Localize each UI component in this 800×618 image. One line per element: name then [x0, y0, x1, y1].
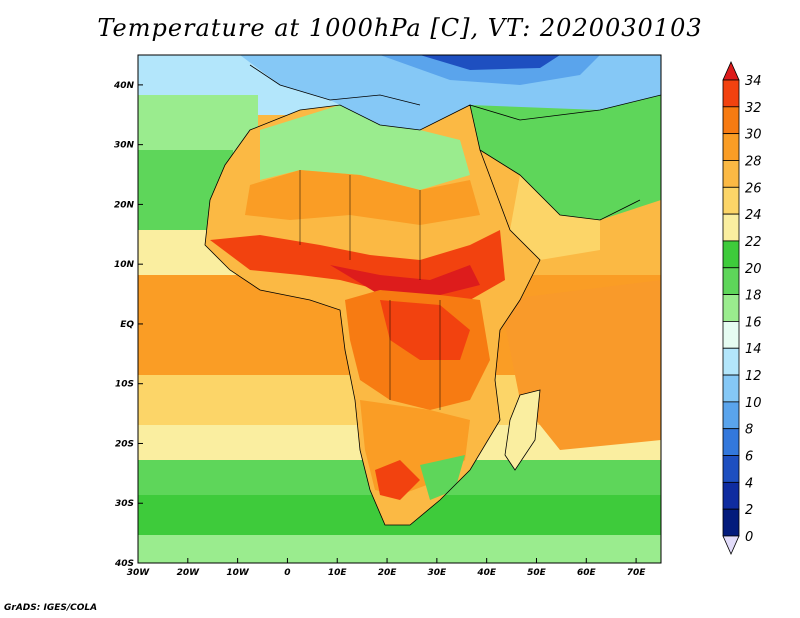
field-south-light	[138, 535, 661, 563]
y-tick-label: 10N	[114, 260, 135, 270]
x-tick-label: 70E	[627, 568, 647, 578]
colorbar-box	[722, 133, 740, 161]
colorbar-top-arrow	[722, 61, 740, 81]
field-central-hot	[380, 300, 470, 360]
colorbar-label: 4	[745, 476, 753, 491]
colorbar-box	[722, 508, 740, 537]
arabia-coastline	[479, 149, 641, 221]
colorbar-box	[722, 267, 740, 295]
y-tick-label: 10S	[115, 380, 134, 390]
chart-title: Temperature at 1000hPa [C], VT: 20200301…	[97, 14, 703, 42]
x-tick-label: 30E	[428, 568, 448, 578]
colorbar-label: 12	[745, 369, 762, 384]
plot-frame	[137, 54, 662, 564]
x-tick-label: 20E	[378, 568, 398, 578]
colorbar-box	[722, 455, 740, 483]
colorbar-label: 18	[745, 289, 762, 304]
colorbar-box	[722, 186, 740, 215]
y-tick-label: 20N	[114, 200, 135, 210]
colorbar-label: 24	[745, 208, 762, 223]
y-axis: 40N 30N 20N 10N EQ 10S 20S 30S 40S	[113, 81, 143, 569]
field-arabia	[510, 175, 600, 260]
colorbar-box	[722, 79, 740, 108]
x-tick-label: 50E	[527, 568, 547, 578]
colorbar-box	[722, 240, 740, 269]
field-sahara-mid	[245, 170, 480, 225]
colorbar-box	[722, 160, 740, 188]
field-sahel-core	[330, 265, 480, 295]
y-tick-label: 40S	[114, 559, 134, 569]
colorbar-label: 34	[745, 74, 762, 89]
x-axis: 30W 20W 10W 0 10E 20E 30E 40E 50E 60E 70E	[127, 558, 647, 578]
colorbar-box	[722, 321, 740, 349]
colorbar-box	[722, 213, 740, 242]
colorbar-label: 2	[745, 503, 753, 518]
field-kalahari	[375, 460, 420, 500]
colorbar-box	[722, 428, 740, 456]
colorbar-label: 14	[745, 342, 762, 357]
coastlines	[204, 64, 661, 526]
colorbar-label: 32	[745, 101, 762, 116]
colorbar-box	[722, 347, 740, 376]
colorbar-box	[722, 374, 740, 403]
x-tick-label: 60E	[577, 568, 597, 578]
field-middle-east	[470, 95, 661, 220]
y-tick-label: 20S	[115, 439, 134, 449]
field-coldest	[420, 55, 560, 70]
colorbar-bottom-arrow	[722, 535, 740, 555]
field-drakensberg	[420, 455, 465, 500]
colorbar-label: 8	[745, 423, 753, 438]
y-tick-label: 40N	[113, 81, 135, 91]
europe-coastline	[249, 64, 421, 106]
colorbar-label: 28	[745, 154, 762, 169]
colorbar-label: 16	[745, 315, 762, 330]
asia-coastline	[469, 94, 661, 121]
colorbar-label: 0	[745, 530, 753, 545]
colorbar-label: 26	[745, 181, 762, 196]
field-atlantic-cool	[138, 95, 258, 155]
colorbar-box	[722, 106, 740, 135]
y-tick-label: EQ	[120, 320, 134, 330]
field-madagascar	[505, 390, 540, 470]
madagascar-coastline	[504, 389, 541, 471]
x-tick-label: 30W	[127, 568, 151, 578]
x-tick-label: 10W	[226, 568, 250, 578]
colorbar-box	[722, 481, 740, 510]
x-tick-label: 0	[284, 568, 290, 578]
colorbar-label: 6	[745, 450, 753, 465]
colorbar-label: 30	[745, 128, 762, 143]
colorbar-label: 22	[745, 235, 762, 250]
colorbar-box	[722, 401, 740, 430]
country-borders	[299, 170, 441, 410]
x-tick-label: 20W	[177, 568, 201, 578]
footer-credit: GrADS: IGES/COLA	[4, 603, 98, 613]
y-tick-label: 30N	[114, 141, 135, 151]
y-tick-label: 30S	[115, 499, 134, 509]
x-tick-label: 10E	[328, 568, 348, 578]
colorbar-label: 10	[745, 396, 762, 411]
field-indian-ocean	[500, 280, 661, 450]
africa-coastline	[204, 104, 541, 526]
map-field	[138, 55, 661, 563]
colorbar-label: 20	[745, 262, 762, 277]
field-sahara-north	[260, 105, 470, 190]
colorbar-box	[722, 294, 740, 322]
x-tick-label: 40E	[476, 568, 497, 578]
